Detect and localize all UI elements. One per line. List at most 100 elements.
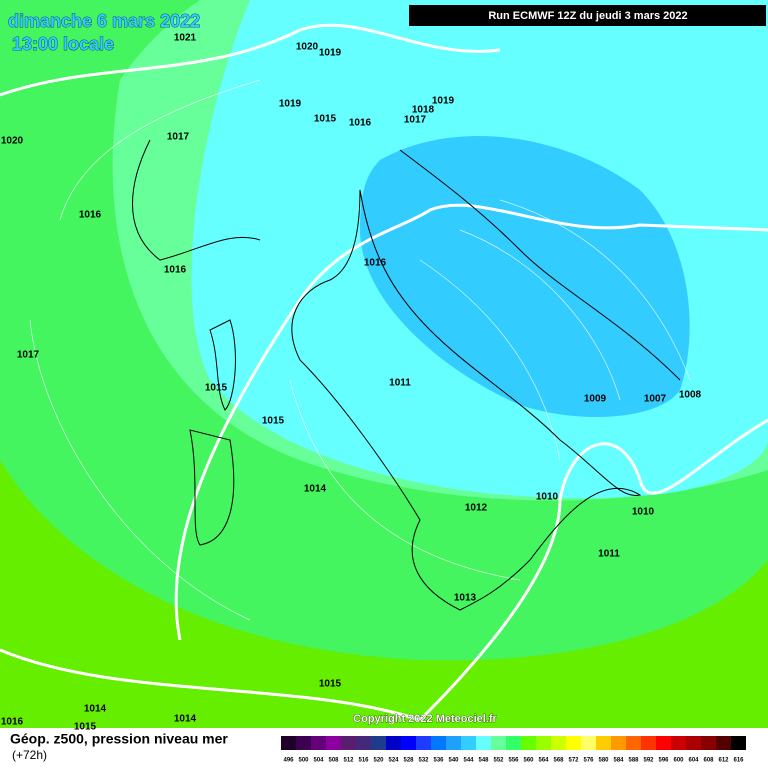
isobar-label: 1021 bbox=[174, 33, 197, 44]
scale-label: 568 bbox=[553, 758, 564, 764]
run-banner bbox=[409, 5, 766, 26]
isobar-label: 1017 bbox=[404, 115, 427, 126]
footer-lead: (+72h) bbox=[12, 748, 47, 762]
scale-swatch bbox=[476, 736, 491, 750]
isobar-label: 1013 bbox=[454, 593, 477, 604]
isobar-label: 1017 bbox=[17, 350, 40, 361]
scale-label: 576 bbox=[583, 758, 594, 764]
scale-label: 604 bbox=[688, 758, 699, 764]
isobar-label: 1015 bbox=[319, 679, 342, 690]
scale-label: 572 bbox=[568, 758, 579, 764]
scale-swatch bbox=[326, 736, 341, 750]
scale-swatch bbox=[416, 736, 431, 750]
scale-swatch bbox=[731, 736, 746, 750]
isobar-label: 1020 bbox=[296, 42, 319, 53]
scale-label: 500 bbox=[298, 758, 309, 764]
isobar-label: 1014 bbox=[174, 714, 197, 725]
isobar-label: 1014 bbox=[304, 484, 327, 495]
isobar-label: 1016 bbox=[1, 717, 24, 728]
isobar-label: 1007 bbox=[644, 394, 667, 405]
scale-label: 596 bbox=[658, 758, 669, 764]
scale-swatch bbox=[581, 736, 596, 750]
copyright: Copyright 2022 Meteociel.fr bbox=[353, 713, 497, 725]
isobar-label: 1008 bbox=[679, 390, 702, 401]
coastlines bbox=[132, 139, 681, 611]
isobar-label: 1010 bbox=[632, 507, 655, 518]
scale-swatch bbox=[551, 736, 566, 750]
isobar-label: 1014 bbox=[84, 704, 107, 715]
isobar-label: 1017 bbox=[167, 132, 190, 143]
scale-label: 552 bbox=[493, 758, 504, 764]
isobar-label: 1011 bbox=[598, 549, 620, 560]
scale-label: 564 bbox=[538, 758, 549, 764]
scale-swatch bbox=[296, 736, 311, 750]
isobar-label: 1012 bbox=[465, 503, 488, 514]
isobar-label: 1019 bbox=[432, 96, 455, 107]
scale-label: 524 bbox=[388, 758, 399, 764]
scale-label: 584 bbox=[613, 758, 624, 764]
color-scale: 496 500 504 508 512 516 520 524 528 532 536 540 544 5… bbox=[281, 736, 746, 764]
scale-swatch bbox=[356, 736, 371, 750]
scale-label: 512 bbox=[343, 758, 354, 764]
isobar-label: 1019 bbox=[319, 48, 342, 59]
scale-swatch bbox=[536, 736, 551, 750]
scale-swatch bbox=[431, 736, 446, 750]
thin-isobars bbox=[29, 79, 691, 621]
scale-swatch bbox=[596, 736, 611, 750]
scale-label: 520 bbox=[373, 758, 384, 764]
scale-swatch bbox=[461, 736, 476, 750]
isobar-label: 1016 bbox=[79, 210, 102, 221]
scale-swatch bbox=[611, 736, 626, 750]
scale-swatch bbox=[401, 736, 416, 750]
scale-swatch bbox=[311, 736, 326, 750]
scale-swatch bbox=[641, 736, 656, 750]
footer-title: Géop. z500, pression niveau mer bbox=[10, 731, 228, 747]
scale-label: 496 bbox=[283, 758, 294, 764]
scale-swatch bbox=[671, 736, 686, 750]
scale-label: 508 bbox=[328, 758, 339, 764]
isobar-label: 1009 bbox=[584, 394, 607, 405]
scale-label: 580 bbox=[598, 758, 609, 764]
scale-swatch bbox=[386, 736, 401, 750]
scale-label: 540 bbox=[448, 758, 459, 764]
isobar-label: 1015 bbox=[205, 383, 228, 394]
isobar-label: 1015 bbox=[262, 416, 285, 427]
map-date: dimanche 6 mars 2022 bbox=[8, 11, 200, 31]
isobar-label: 1016 bbox=[364, 258, 387, 269]
scale-label: 532 bbox=[418, 758, 429, 764]
isobar-label: 1019 bbox=[279, 99, 302, 110]
scale-label: 616 bbox=[733, 758, 744, 764]
scale-label: 556 bbox=[508, 758, 519, 764]
isobar-label: 1011 bbox=[389, 378, 411, 389]
scale-swatch bbox=[521, 736, 536, 750]
scale-label: 588 bbox=[628, 758, 639, 764]
scale-swatch bbox=[686, 736, 701, 750]
scale-label: 608 bbox=[703, 758, 714, 764]
isobar-label: 1015 bbox=[314, 114, 337, 125]
scale-swatch bbox=[656, 736, 671, 750]
scale-label: 536 bbox=[433, 758, 444, 764]
scale-label: 544 bbox=[463, 758, 474, 764]
scale-swatch bbox=[371, 736, 386, 750]
isobar-label: 1016 bbox=[349, 118, 372, 129]
scale-label: 560 bbox=[523, 758, 534, 764]
isobar-label: 1015 bbox=[74, 722, 97, 733]
scale-swatch bbox=[341, 736, 356, 750]
scale-swatch bbox=[701, 736, 716, 750]
scale-swatch bbox=[281, 736, 296, 750]
scale-label: 504 bbox=[313, 758, 324, 764]
scale-label: 548 bbox=[478, 758, 489, 764]
scale-swatch bbox=[491, 736, 506, 750]
scale-swatch bbox=[506, 736, 521, 750]
run-info: Run ECMWF 12Z du jeudi 3 mars 2022 bbox=[488, 10, 687, 22]
isobar-label: 1010 bbox=[536, 492, 559, 503]
scale-swatch bbox=[626, 736, 641, 750]
map-time: 13:00 locale bbox=[12, 34, 114, 54]
scale-label: 612 bbox=[718, 758, 729, 764]
scale-swatch bbox=[446, 736, 461, 750]
isobar-label: 1018 bbox=[412, 105, 435, 116]
isobar-label: 1016 bbox=[164, 265, 187, 276]
scale-swatch bbox=[566, 736, 581, 750]
